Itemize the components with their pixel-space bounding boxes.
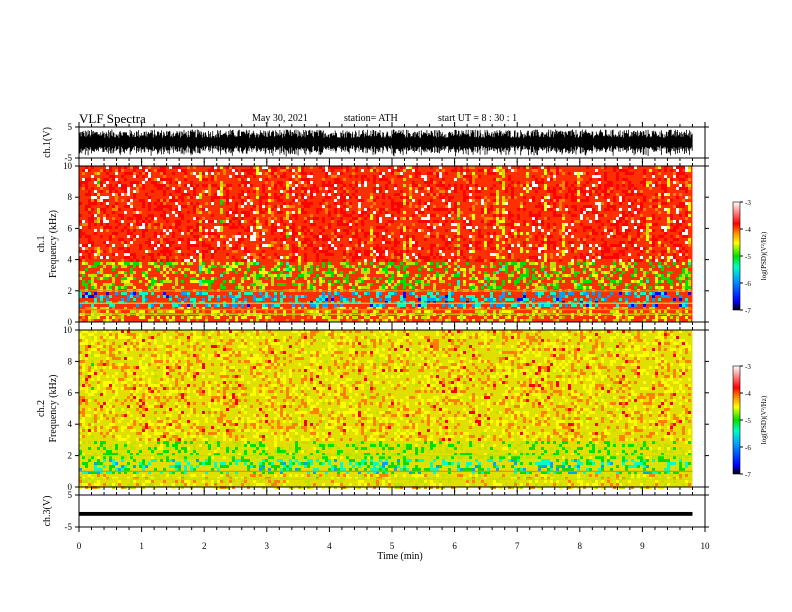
x-tick-label: 0: [77, 541, 82, 551]
y-tick-label: 2: [68, 286, 73, 296]
spectrogram-cells: [79, 330, 691, 489]
spectrogram-cells: [79, 166, 691, 322]
y-axis-label: ch.3(V): [42, 496, 53, 527]
panel-frame: [78, 494, 706, 528]
spectrogram-ch2-image: [79, 330, 705, 489]
waveform-ch1-trace: [78, 129, 693, 157]
x-tick-label: 7: [515, 541, 520, 551]
y-tick-label: 4: [68, 419, 73, 429]
y-tick-label: 4: [68, 255, 73, 265]
x-tick-label: 10: [701, 541, 711, 551]
colorbar-tick-label: -6: [745, 280, 751, 288]
y-tick-label: 6: [68, 223, 73, 233]
y-axis-label: ch.1(V): [42, 127, 53, 158]
colorbar-tick-label: -3: [745, 363, 751, 371]
chart-title: VLF Spectra: [79, 111, 146, 126]
y-axis-label: Frequency (kHz): [48, 374, 59, 442]
plots-layer: [78, 129, 705, 516]
station-label: station= ATH: [344, 113, 398, 124]
colorbar-tick-label: -7: [745, 471, 751, 479]
x-tick-label: 6: [452, 541, 457, 551]
colorbar-tick-label: -5: [745, 417, 751, 425]
spectrogram-ch1-image: [79, 166, 705, 322]
colorbar-ch1: [732, 201, 741, 311]
x-axis-label: Time (min): [377, 551, 422, 562]
x-tick-label: 5: [390, 541, 395, 551]
colorbar-tick-label: -3: [745, 199, 751, 207]
colorbar-tick-label: -4: [745, 226, 751, 234]
start-time-label: start UT = 8 : 30 : 1: [438, 113, 518, 124]
spectrogram-blank: [692, 330, 705, 487]
y-tick-label: 10: [63, 161, 73, 171]
colorbar-label: log(PSD)(V²/Hz): [760, 231, 768, 280]
x-tick-label: 4: [327, 541, 332, 551]
y-tick-label: 10: [63, 325, 73, 335]
spectrogram-blank: [692, 166, 705, 322]
y-axis-label: ch.1: [36, 236, 47, 253]
y-tick-label: 8: [68, 356, 73, 366]
colorbar-tick-label: -6: [745, 444, 751, 452]
colorbar-label: log(PSD)(V²/Hz): [760, 395, 768, 444]
x-tick-label: 2: [202, 541, 207, 551]
y-tick-label: 0: [68, 482, 73, 492]
colorbar-ch2: [732, 365, 741, 475]
y-axis-label: Frequency (kHz): [48, 210, 59, 278]
colorbar-tick-label: -4: [745, 390, 751, 398]
waveform-ch3-trace: [79, 511, 693, 516]
colorbar-tick-label: -5: [745, 253, 751, 261]
y-tick-label: 2: [68, 451, 73, 461]
y-tick-label: 0: [68, 317, 73, 327]
date-label: May 30, 2021: [252, 113, 308, 124]
y-tick-label: 5: [68, 122, 73, 132]
y-axis-label: ch.2: [36, 400, 47, 417]
y-tick-label: -5: [65, 153, 73, 163]
x-tick-label: 8: [578, 541, 583, 551]
colorbar-tick-label: -7: [745, 307, 751, 315]
x-tick-label: 1: [139, 541, 144, 551]
y-tick-label: 8: [68, 192, 73, 202]
y-tick-label: 5: [68, 490, 73, 500]
x-tick-label: 3: [265, 541, 270, 551]
y-tick-label: 6: [68, 388, 73, 398]
y-tick-label: -5: [65, 522, 73, 532]
x-tick-label: 9: [640, 541, 645, 551]
